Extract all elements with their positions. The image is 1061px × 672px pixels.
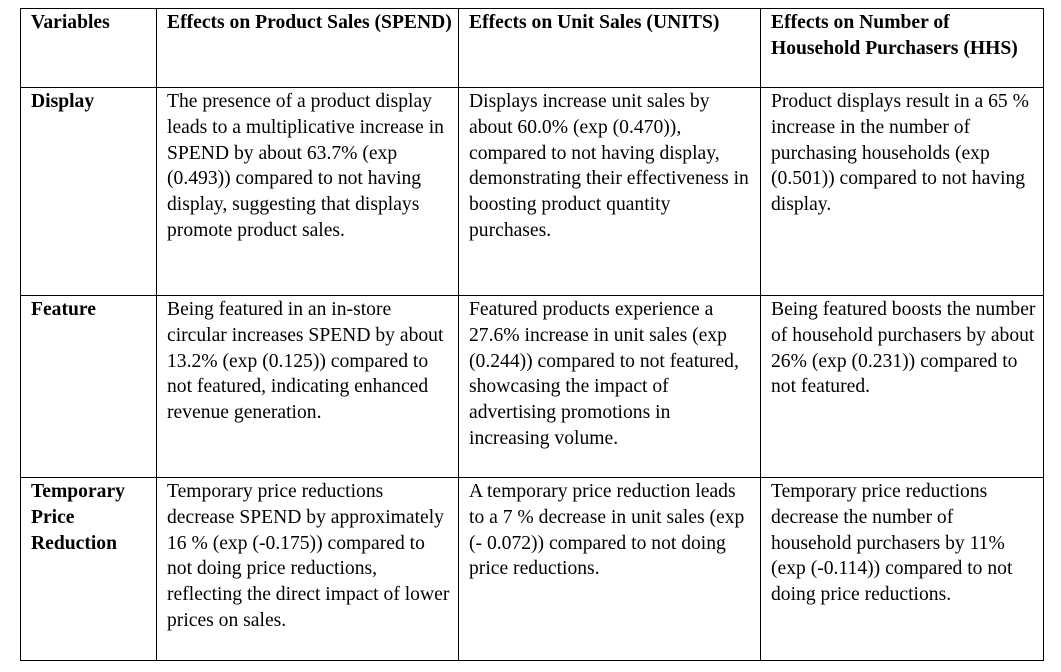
variable-cell: Display	[20, 87, 157, 296]
hhs-cell: Temporary price reductions decrease the …	[760, 477, 1044, 661]
table-row-feature: Feature Being featured in an in-store ci…	[20, 295, 1044, 478]
header-variables: Variables	[20, 8, 157, 88]
effects-table: Variables Effects on Product Sales (SPEN…	[20, 8, 1044, 661]
table-header-row: Variables Effects on Product Sales (SPEN…	[20, 8, 1044, 88]
header-hhs: Effects on Number of Household Purchaser…	[760, 8, 1044, 88]
spend-cell: The presence of a product display leads …	[156, 87, 459, 296]
units-cell: A temporary price reduction leads to a 7…	[458, 477, 761, 661]
variable-cell: Temporary Price Reduction	[20, 477, 157, 661]
hhs-cell: Being featured boosts the number of hous…	[760, 295, 1044, 478]
table-row-temporary-price-reduction: Temporary Price Reduction Temporary pric…	[20, 477, 1044, 661]
variable-cell: Feature	[20, 295, 157, 478]
units-cell: Displays increase unit sales by about 60…	[458, 87, 761, 296]
units-cell: Featured products experience a 27.6% inc…	[458, 295, 761, 478]
hhs-cell: Product displays result in a 65 % increa…	[760, 87, 1044, 296]
spend-cell: Temporary price reductions decrease SPEN…	[156, 477, 459, 661]
header-spend: Effects on Product Sales (SPEND)	[156, 8, 459, 88]
table-row-display: Display The presence of a product displa…	[20, 87, 1044, 296]
spend-cell: Being featured in an in-store circular i…	[156, 295, 459, 478]
header-units: Effects on Unit Sales (UNITS)	[458, 8, 761, 88]
